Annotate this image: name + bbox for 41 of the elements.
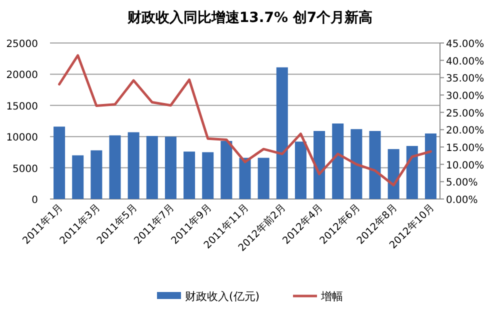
bar — [220, 140, 232, 199]
y-tick-label: 0 — [32, 195, 38, 206]
bar — [332, 123, 344, 199]
y2-tick-label: 5.00% — [446, 178, 478, 189]
y2-tick-label: 10.00% — [446, 160, 484, 172]
bar — [202, 152, 214, 199]
y-tick-label: 10000 — [6, 132, 38, 144]
y2-tick-label: 25.00% — [446, 108, 484, 120]
bar — [164, 136, 176, 199]
bar — [294, 142, 306, 199]
bar — [424, 133, 436, 199]
y2-tick-label: 40.00% — [446, 56, 484, 68]
y2-tick-label: 15.00% — [446, 143, 484, 154]
y-tick-label: 25000 — [6, 39, 38, 50]
bar — [314, 130, 326, 199]
y2-tick-label: 20.00% — [446, 126, 484, 137]
bar — [406, 146, 418, 199]
y2-tick-label: 0.00% — [446, 195, 478, 206]
y-tick-label: 20000 — [6, 70, 38, 82]
y2-tick-label: 35.00% — [446, 74, 484, 85]
bar — [369, 130, 381, 199]
bar — [184, 152, 196, 199]
bar — [239, 158, 251, 199]
bar — [276, 67, 288, 199]
bar — [350, 129, 362, 199]
y-tick-label: 5000 — [12, 164, 38, 175]
y2-tick-label: 45.00% — [446, 39, 484, 50]
bar — [90, 150, 102, 199]
bar — [72, 155, 84, 199]
bar — [146, 136, 158, 199]
y-tick-label: 15000 — [6, 101, 38, 112]
chart-title: 财政收入同比增速13.7% 创7个月新高 — [126, 9, 373, 26]
bar — [388, 149, 400, 199]
bar — [54, 126, 66, 199]
legend-label: 增幅 — [320, 290, 343, 303]
legend-label: 财政收入(亿元) — [185, 290, 260, 303]
bar — [258, 158, 270, 199]
line-series — [58, 54, 432, 186]
y2-tick-label: 30.00% — [446, 91, 484, 102]
bar — [128, 132, 140, 199]
bar — [109, 135, 121, 199]
